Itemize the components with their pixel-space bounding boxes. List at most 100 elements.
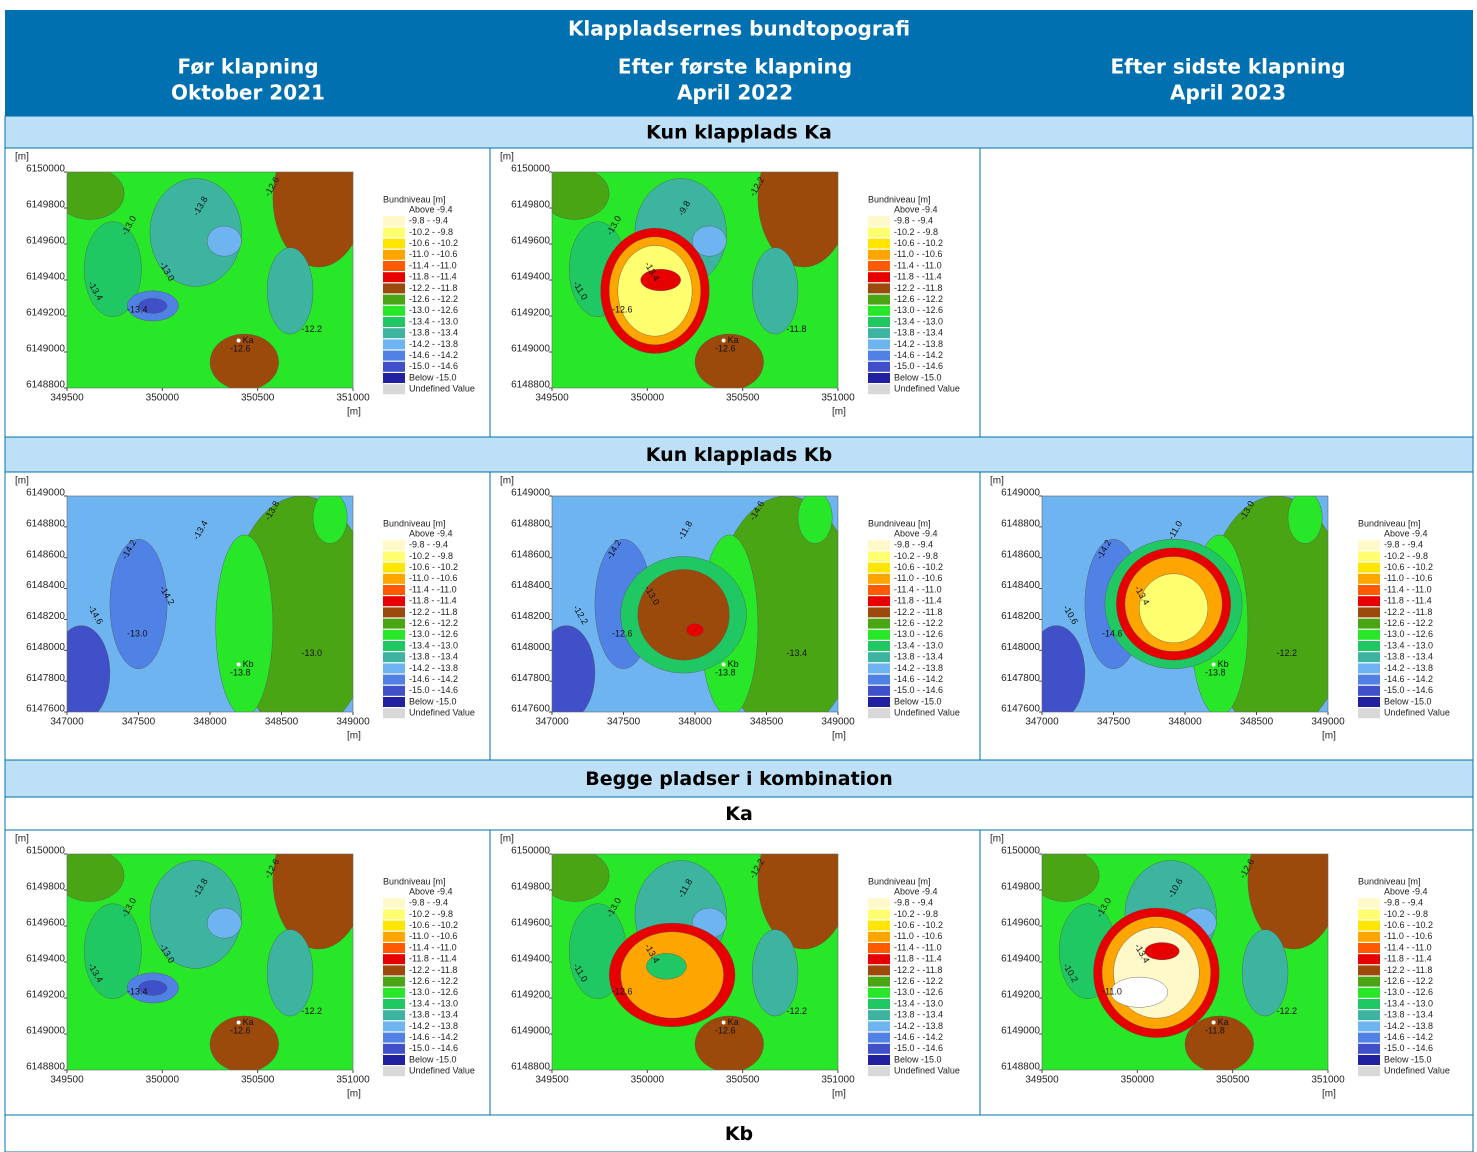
y-tick-label: 6148200 [511, 611, 550, 622]
legend-label: -14.6 - -14.2 [894, 674, 943, 684]
legend-swatch [1358, 540, 1380, 551]
legend-swatch [868, 373, 890, 383]
legend-swatch [383, 1055, 405, 1065]
legend-label: -10.2 - -9.8 [409, 909, 453, 919]
legend-swatch [383, 261, 405, 271]
y-tick-label: 6148400 [511, 580, 550, 591]
section-band [4, 759, 1474, 798]
legend-label: Above -9.4 [1384, 886, 1428, 896]
legend-label: -12.2 - -11.8 [1384, 607, 1432, 617]
x-tick-label: 349500 [1025, 1075, 1059, 1086]
contour-region [552, 625, 596, 712]
x-tick-label: 347000 [50, 717, 84, 728]
legend-label: -11.0 - -10.6 [409, 573, 457, 583]
legend-swatch [868, 328, 890, 339]
contour-label: -12.2 [1277, 1006, 1298, 1016]
legend-label: -15.0 - -14.6 [409, 361, 458, 371]
legend-swatch [1358, 1021, 1380, 1032]
legend-label: -12.6 - -12.2 [894, 976, 943, 986]
legend-label: -10.6 - -10.2 [1384, 920, 1433, 930]
contour-region [83, 221, 142, 317]
legend-swatch [1358, 529, 1380, 539]
legend-label: -10.6 - -10.2 [894, 238, 943, 248]
x-tick-label: 349500 [50, 393, 84, 404]
legend-swatch [1358, 999, 1380, 1009]
y-tick-label: 6149800 [1001, 882, 1040, 893]
axis-unit: [m] [990, 834, 1004, 845]
legend-label: -14.2 - -13.8 [1384, 663, 1433, 673]
legend-swatch [868, 1010, 890, 1021]
contour-region [272, 854, 353, 950]
legend-title: Bundniveau [m] [868, 876, 931, 886]
legend-label: -12.6 - -12.2 [1384, 976, 1433, 986]
legend-swatch [1358, 887, 1380, 897]
site-label: Ka [728, 335, 739, 345]
y-tick-label: 6148000 [26, 642, 65, 653]
y-tick-label: 6148800 [26, 1062, 65, 1073]
legend-label: Below -15.0 [409, 372, 457, 382]
legend-swatch [383, 272, 405, 283]
legend-label: -11.8 - -11.4 [409, 954, 457, 964]
y-tick-label: 6148400 [1001, 580, 1040, 591]
legend-label: -14.2 - -13.8 [894, 663, 943, 673]
x-tick-label: 350500 [241, 393, 275, 404]
legend-swatch [868, 697, 890, 707]
legend-swatch [868, 931, 890, 942]
y-tick-label: 6150000 [1001, 846, 1040, 857]
legend-label: -11.0 - -10.6 [894, 249, 942, 259]
legend-label: Above -9.4 [409, 886, 453, 896]
legend-swatch [1358, 674, 1380, 685]
legend-swatch [1358, 1010, 1380, 1021]
contour-region [1144, 942, 1180, 961]
y-tick-label: 6148000 [1001, 642, 1040, 653]
legend-swatch [868, 227, 890, 238]
legend-swatch [1358, 629, 1380, 640]
legend-swatch [383, 663, 405, 674]
legend-label: -12.2 - -11.8 [409, 965, 457, 975]
legend-label: -9.8 - -9.4 [409, 216, 448, 226]
legend-label: -12.2 - -11.8 [1384, 965, 1432, 975]
legend-swatch [383, 585, 405, 595]
y-tick-label: 6148800 [26, 518, 65, 529]
legend-swatch [383, 328, 405, 339]
legend-swatch [868, 887, 890, 897]
y-tick-label: 6149200 [1001, 990, 1040, 1001]
section-title: Kb [725, 1123, 753, 1145]
legend-swatch [383, 361, 405, 372]
legend-label: -12.2 - -11.8 [409, 283, 457, 293]
legend-label: Undefined Value [1384, 1066, 1450, 1076]
legend-swatch [1358, 931, 1380, 942]
legend-label: -13.0 - -12.6 [894, 305, 943, 315]
x-tick-label: 349000 [1311, 717, 1345, 728]
contour-label: -13.0 [302, 648, 323, 658]
contour-label: -14.6 [1102, 629, 1123, 639]
legend-swatch [383, 596, 405, 607]
legend-title: Bundniveau [m] [383, 876, 446, 886]
x-tick-label: 348000 [193, 717, 227, 728]
legend-label: -13.8 - -13.4 [894, 328, 943, 338]
legend-label: -13.4 - -13.0 [409, 998, 458, 1008]
legend-label: -14.6 - -14.2 [894, 1032, 943, 1042]
axis-unit: [m] [500, 152, 514, 163]
contour-label: -12.2 [302, 1006, 323, 1016]
legend-label: -13.0 - -12.6 [1384, 987, 1433, 997]
legend-label: -11.4 - -11.0 [409, 584, 457, 594]
legend-label: -12.2 - -11.8 [894, 283, 942, 293]
legend-swatch [1358, 607, 1380, 618]
legend-swatch [1358, 954, 1380, 965]
contour-region [1287, 496, 1323, 544]
y-tick-label: 6149000 [1001, 1026, 1040, 1037]
legend-label: Above -9.4 [409, 528, 453, 538]
legend-swatch [1358, 920, 1380, 931]
legend-label: -13.8 - -13.4 [894, 652, 943, 662]
contour-region [646, 953, 687, 980]
x-tick-label: 350000 [631, 1075, 665, 1086]
y-tick-label: 6147600 [26, 704, 65, 715]
contour-region [552, 854, 610, 902]
legend-swatch [383, 384, 405, 395]
contour-label: -13.0 [127, 629, 148, 639]
legend-swatch [1358, 551, 1380, 562]
legend-swatch [1358, 1032, 1380, 1043]
legend-swatch [868, 685, 890, 696]
y-tick-label: 6148200 [26, 611, 65, 622]
